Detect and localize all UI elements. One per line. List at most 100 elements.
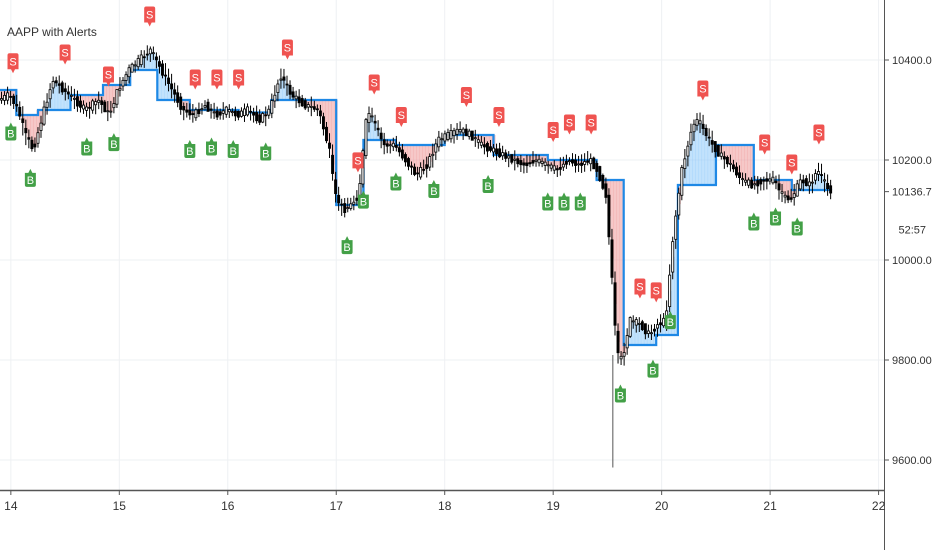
candle-body	[63, 88, 67, 92]
candle-body	[747, 179, 751, 186]
candle	[236, 110, 240, 121]
buy-label-text: B	[544, 199, 551, 211]
candle	[586, 151, 590, 166]
candle	[534, 154, 538, 167]
sell-signal: S	[460, 87, 472, 107]
candle	[145, 45, 149, 61]
sell-signal: S	[563, 114, 575, 135]
candles	[0, 45, 833, 468]
candle-body	[112, 103, 116, 109]
candle-body	[489, 146, 492, 151]
candle	[537, 154, 541, 167]
band-segment	[734, 145, 739, 171]
candle	[410, 161, 413, 175]
candle	[3, 91, 7, 106]
candle-body	[722, 156, 726, 160]
band-segment	[783, 180, 788, 197]
candle-body	[686, 145, 690, 157]
candle	[33, 137, 37, 153]
candle-body	[288, 84, 292, 95]
band-segment	[555, 160, 560, 170]
band-segment	[51, 84, 56, 110]
candle-body	[6, 92, 10, 101]
candle-body	[151, 52, 155, 55]
candle	[619, 351, 623, 366]
candle	[218, 108, 222, 120]
candle	[91, 98, 95, 114]
band-segment	[689, 138, 693, 185]
candle-body	[413, 166, 417, 175]
candle	[325, 121, 328, 144]
candle	[461, 127, 465, 140]
sell-label-bg	[281, 39, 293, 60]
candle-body	[728, 162, 732, 165]
candle-body	[668, 274, 672, 308]
buy-label-bg	[357, 190, 369, 209]
candle	[777, 174, 781, 200]
candle	[616, 323, 620, 364]
buy-label-text: B	[7, 129, 14, 141]
candle	[124, 71, 128, 86]
candle-body	[783, 194, 787, 198]
candle	[482, 137, 486, 155]
candle-body	[671, 241, 675, 273]
buy-label-bg	[260, 142, 272, 161]
candle-body	[817, 171, 820, 175]
candle-body	[476, 139, 480, 143]
candle	[516, 156, 520, 168]
candle	[826, 174, 830, 196]
candle-body	[66, 91, 70, 95]
candle-body	[206, 101, 210, 112]
candle-body	[133, 64, 137, 67]
candle-body	[689, 131, 693, 146]
candle-body	[813, 173, 817, 181]
candle-body	[759, 179, 763, 185]
candle	[294, 90, 298, 109]
candle	[683, 148, 687, 179]
candle	[476, 134, 480, 149]
band-segment	[88, 95, 92, 108]
candle-body	[312, 106, 316, 110]
candle-body	[255, 112, 259, 122]
buy-label-bg	[791, 217, 803, 236]
buy-label-bg	[748, 212, 760, 231]
candle	[94, 98, 98, 115]
buy-signal: B	[482, 175, 494, 193]
candle	[239, 107, 243, 118]
sell-label-bg	[493, 107, 505, 127]
candle-body	[604, 183, 608, 198]
buy-label-text: B	[110, 139, 117, 151]
candle	[209, 103, 213, 119]
candle-body	[300, 98, 304, 107]
candle	[382, 132, 386, 155]
candle	[115, 89, 119, 109]
buy-label-text: B	[617, 391, 624, 403]
candle	[631, 315, 635, 329]
candle-body	[27, 137, 31, 140]
candle	[622, 342, 626, 366]
candle-body	[264, 114, 268, 117]
candle	[233, 106, 237, 122]
candle	[106, 101, 110, 122]
candle	[792, 183, 796, 206]
buy-label-bg	[482, 175, 494, 193]
x-tick-label: 18	[438, 499, 452, 513]
candle-body	[440, 138, 444, 141]
candle	[109, 100, 113, 118]
candle	[759, 177, 763, 191]
candle-body	[21, 118, 25, 123]
candle	[649, 324, 653, 341]
candle-body	[479, 141, 483, 146]
buy-label-text: B	[360, 197, 367, 209]
sell-label-text: S	[636, 282, 643, 294]
candle	[741, 172, 745, 187]
candle	[701, 114, 705, 136]
candle-body	[215, 110, 219, 118]
buy-signal: B	[206, 137, 218, 156]
candle-body	[567, 160, 571, 162]
candle-body	[716, 144, 720, 157]
candle	[285, 75, 289, 96]
candle-body	[0, 98, 3, 101]
candle-body	[197, 109, 201, 115]
